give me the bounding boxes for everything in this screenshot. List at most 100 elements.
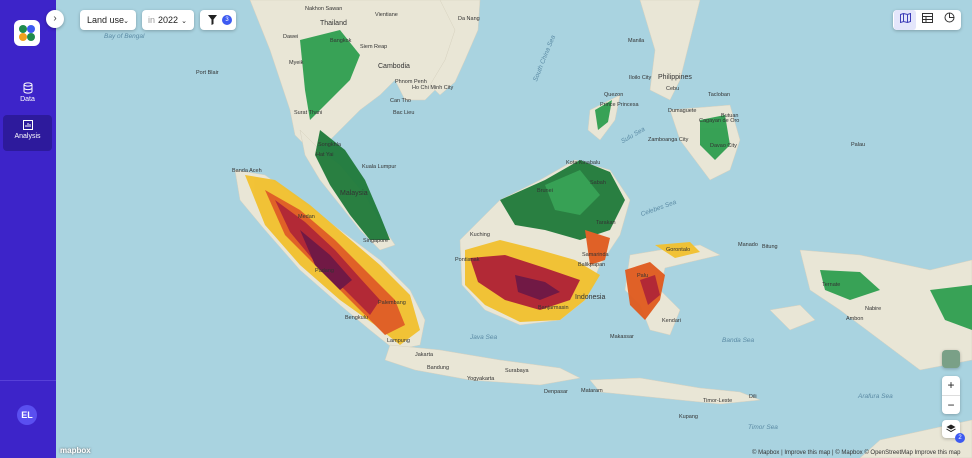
- place-label: Palu: [637, 273, 649, 279]
- zoom-out-button[interactable]: −: [942, 395, 960, 415]
- place-label: Palembang: [378, 300, 406, 306]
- place-label: Myeik: [289, 60, 304, 66]
- place-label: Kuala Lumpur: [362, 164, 397, 170]
- zoom-controls: + −: [942, 376, 960, 414]
- place-label: Dili: [749, 394, 757, 400]
- place-label: Bandung: [427, 365, 450, 371]
- map-icon: [899, 12, 911, 24]
- layers-icon: [946, 424, 956, 433]
- chevron-down-icon: ⌄: [181, 18, 187, 25]
- place-label: Ternate: [822, 282, 841, 288]
- place-label: Kota Kinabalu: [566, 160, 601, 166]
- place-label: Lampung: [387, 338, 410, 344]
- year-select[interactable]: in 2022 ⌄: [142, 10, 194, 30]
- sea-label: Arafura Sea: [858, 393, 893, 400]
- place-label: Kendari: [662, 318, 681, 324]
- pie-chart-icon: [944, 12, 954, 23]
- place-label: Bangkok: [330, 38, 352, 44]
- place-label: Sabah: [590, 180, 606, 186]
- filter-icon: [208, 15, 217, 25]
- layers-button[interactable]: 2: [942, 420, 965, 443]
- place-label: Phnom Penh: [395, 79, 427, 85]
- place-label: Banda Aceh: [232, 168, 262, 174]
- basemap-thumbnail[interactable]: [942, 350, 960, 368]
- table-icon: [921, 13, 933, 23]
- sidebar-collapse-button[interactable]: ›: [46, 10, 64, 28]
- place-label: Cagayan de Oro: [699, 118, 740, 124]
- avatar[interactable]: EL: [17, 405, 37, 425]
- place-label: Samarinda: [582, 252, 609, 258]
- layer-select-value: Land use: [87, 15, 125, 25]
- place-label: Ambon: [846, 316, 864, 322]
- place-label: Indonesia: [575, 294, 606, 301]
- map-attribution[interactable]: © Mapbox | Improve this map | © Mapbox ©…: [752, 450, 961, 456]
- sea-label: Banda Sea: [722, 337, 755, 344]
- year-value: 2022: [158, 15, 179, 25]
- view-chart-button[interactable]: [938, 10, 960, 30]
- database-icon: [23, 82, 32, 94]
- land-use-overlay: [245, 30, 972, 345]
- map-canvas[interactable]: [56, 0, 972, 458]
- place-label: Gorontalo: [666, 247, 691, 253]
- sea-label: Java Sea: [470, 334, 498, 341]
- place-label: Can Tho: [390, 98, 411, 104]
- year-prefix: in: [148, 15, 156, 25]
- place-label: Singapore: [363, 238, 389, 244]
- place-label: Pontianak: [455, 257, 480, 263]
- filter-button[interactable]: 3: [200, 10, 236, 30]
- sidebar-divider: [0, 380, 56, 381]
- place-label: Nakhon Sawan: [305, 6, 343, 12]
- sidebar-item-analysis[interactable]: Analysis: [3, 115, 52, 151]
- sidebar-item-label: Analysis: [14, 133, 41, 140]
- place-label: Port Blair: [196, 70, 219, 76]
- place-label: Thailand: [320, 20, 347, 27]
- zoom-in-button[interactable]: +: [947, 378, 955, 392]
- place-label: Dawei: [283, 34, 299, 40]
- place-label: Timor-Leste: [703, 398, 733, 404]
- filter-count-badge: 3: [222, 15, 232, 25]
- place-label: Padang: [315, 268, 334, 274]
- place-label: Mataram: [581, 388, 603, 394]
- place-label: Makassar: [610, 334, 634, 340]
- place-label: Manado: [738, 242, 758, 248]
- place-label: Yogyakarta: [467, 376, 495, 382]
- sidebar-item-data[interactable]: Data: [3, 78, 52, 114]
- place-label: Philippines: [658, 74, 692, 81]
- mapbox-logo[interactable]: mapbox: [60, 446, 91, 455]
- place-label: Nabire: [865, 306, 882, 312]
- place-label: Kuching: [470, 232, 490, 238]
- sidebar-item-label: Data: [20, 96, 35, 103]
- sea-label: Bay of Bengal: [104, 33, 145, 40]
- chevron-down-icon: ⌄: [123, 18, 129, 25]
- place-label: Hat Yai: [316, 152, 334, 158]
- place-label: Butuan: [721, 113, 739, 119]
- place-label: Bengkulu: [345, 315, 368, 321]
- place-label: Denpasar: [544, 389, 568, 395]
- place-label: Ho Chi Minh City: [412, 85, 454, 91]
- view-map-button[interactable]: [894, 10, 916, 30]
- place-label: Iloilo City: [629, 75, 652, 81]
- layer-select[interactable]: Land use ⌄: [80, 10, 136, 30]
- place-label: Brunei: [537, 188, 553, 194]
- place-label: Bac Lieu: [393, 110, 415, 116]
- place-label: Cebu: [666, 86, 680, 92]
- place-label: Palau: [851, 142, 866, 148]
- place-label: Surat Thani: [294, 110, 323, 116]
- place-label: Malaysia: [340, 190, 368, 197]
- layers-count-badge: 2: [955, 433, 965, 443]
- place-label: Jakarta: [415, 352, 434, 358]
- place-label: Davao City: [710, 143, 737, 149]
- view-table-button[interactable]: [916, 10, 938, 30]
- place-label: Kupang: [679, 414, 698, 420]
- place-label: Prince Princesa: [600, 102, 639, 108]
- place-label: Dumaguete: [668, 108, 697, 114]
- place-label: Songkhla: [318, 142, 341, 148]
- place-label: Surabaya: [505, 368, 529, 374]
- view-toggle: [893, 10, 961, 30]
- place-label: Medan: [298, 214, 315, 220]
- place-label: Da Nang: [458, 16, 480, 22]
- bar-chart-icon: [22, 120, 33, 130]
- app-logo[interactable]: [14, 20, 40, 46]
- place-label: Manila: [628, 38, 645, 44]
- place-label: Vientiane: [375, 12, 398, 18]
